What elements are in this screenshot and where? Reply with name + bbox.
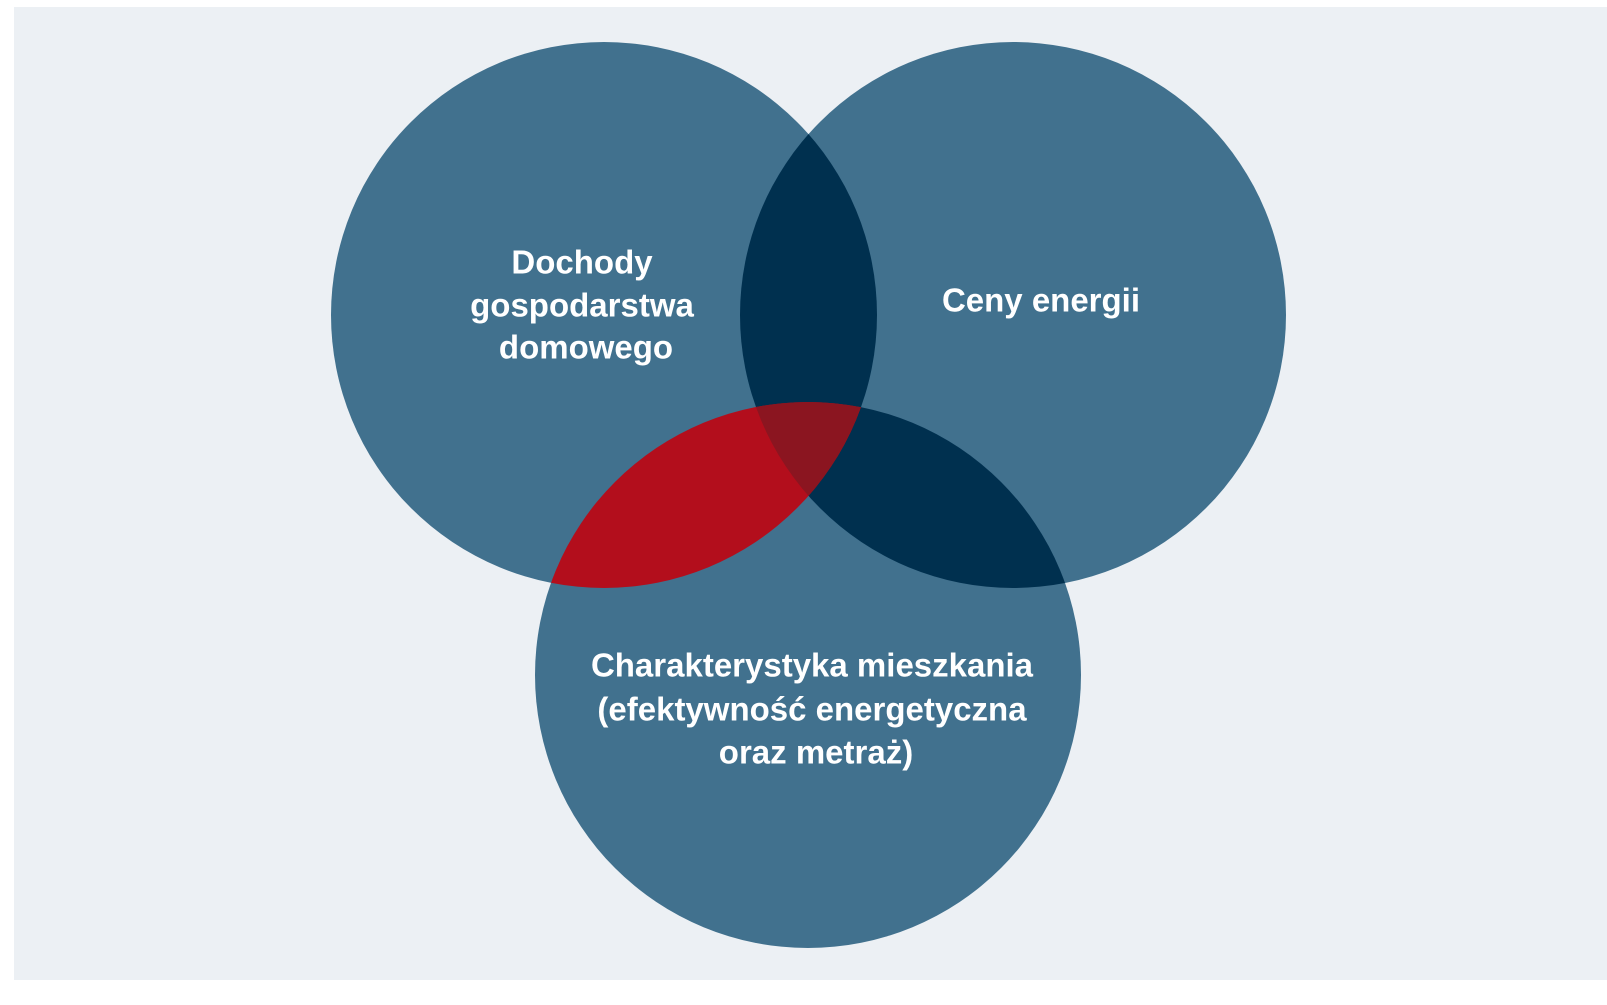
set-label: domowego bbox=[499, 329, 673, 366]
set-label: Dochody bbox=[511, 244, 653, 281]
set-label: gospodarstwa bbox=[470, 287, 694, 324]
intersection bbox=[535, 402, 877, 588]
set-label: Charakterystyka mieszkania bbox=[591, 647, 1034, 684]
set-label: (efektywność energetyczna bbox=[597, 691, 1027, 728]
set-label: Ceny energii bbox=[942, 282, 1140, 319]
set-label: oraz metraż) bbox=[719, 734, 913, 771]
intersection bbox=[740, 402, 1081, 588]
